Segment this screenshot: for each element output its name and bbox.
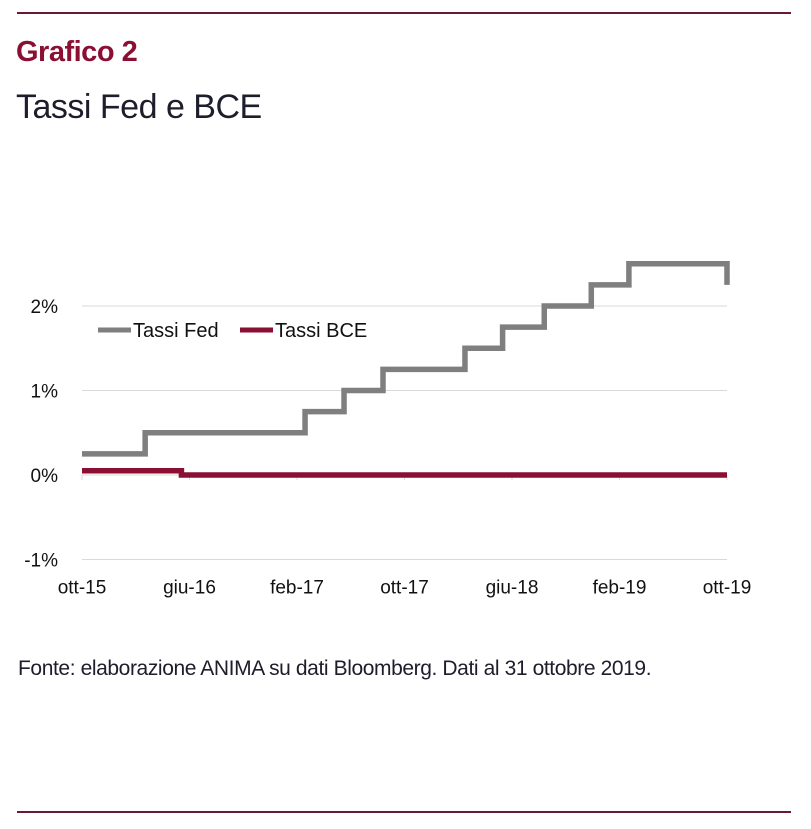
x-axis-labels: ott-15 giu-16 feb-17 ott-17 giu-18 feb-19 ott-…	[58, 578, 752, 599]
series-lines	[82, 261, 730, 478]
x-tick-label: ott-19	[703, 578, 752, 599]
x-tick-label: ott-17	[380, 578, 429, 599]
legend-label: Tassi Fed	[133, 320, 219, 342]
chart-title: Tassi Fed e BCE	[16, 88, 262, 126]
x-tick-label: ott-15	[58, 578, 107, 599]
x-tick-label: giu-16	[163, 578, 216, 599]
x-tick-label: feb-17	[270, 578, 324, 599]
x-tick-label: feb-19	[593, 578, 647, 599]
y-tick-label: 2%	[31, 297, 59, 318]
y-tick-label: 0%	[31, 466, 59, 487]
y-axis-labels: -1% 0% 1% 2%	[24, 297, 58, 572]
y-tick-label: 1%	[31, 382, 59, 403]
series-line-tassi-fed	[82, 261, 730, 457]
y-tick-label: -1%	[24, 551, 58, 572]
x-tick-label: giu-18	[486, 578, 539, 599]
bottom-rule	[17, 811, 791, 813]
series-line-tassi-bce	[82, 468, 727, 478]
legend-label: Tassi BCE	[275, 320, 367, 342]
chart: -1% 0% 1% 2% ott-15 giu-16 feb-17 ott-17 giu-18…	[24, 261, 752, 599]
chart-number: Grafico 2	[16, 36, 138, 68]
source-note: Fonte: elaborazione ANIMA su dati Bloomb…	[18, 657, 652, 680]
legend: Tassi Fed Tassi BCE	[98, 320, 367, 342]
top-rule	[17, 12, 791, 14]
